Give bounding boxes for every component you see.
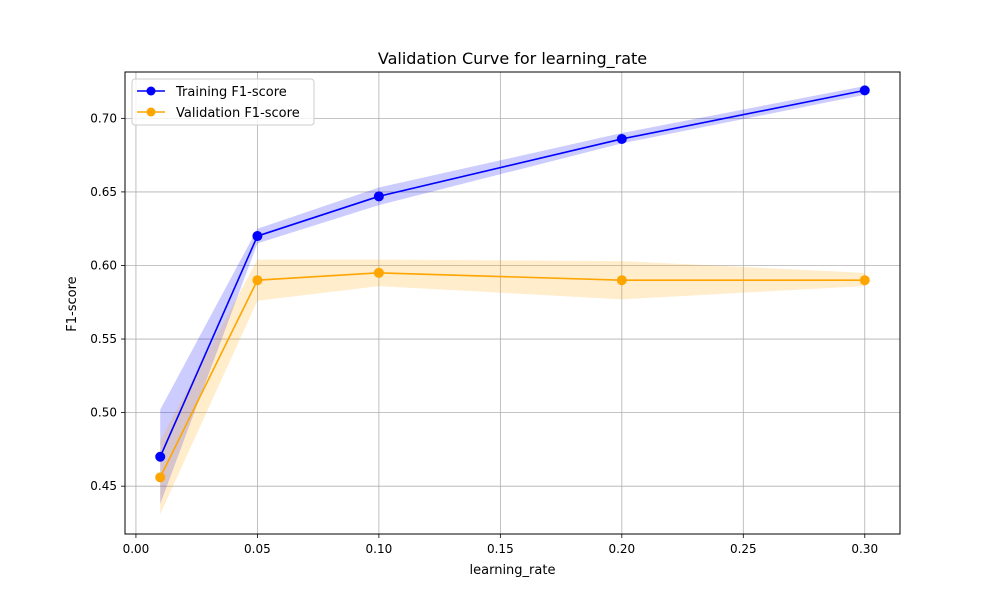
x-tick-label: 0.10	[366, 542, 393, 556]
validation-data-point	[155, 472, 166, 483]
legend-marker-swatch	[146, 86, 156, 96]
training-data-point	[155, 451, 166, 462]
legend: Training F1-score Validation F1-score	[131, 78, 315, 126]
validation-confidence-band	[160, 259, 865, 515]
y-tick-label: 0.70	[90, 111, 117, 125]
grid-layer	[125, 72, 900, 534]
plot-frame	[124, 71, 901, 535]
validation-data-point	[252, 275, 263, 286]
legend-box	[131, 78, 315, 126]
x-tick-label: 0.15	[487, 542, 514, 556]
validation-data-point	[373, 267, 384, 278]
legend-marker-swatch	[146, 107, 156, 117]
x-tick-label: 0.00	[123, 542, 150, 556]
series-markers	[155, 85, 870, 483]
training-data-point	[252, 231, 263, 242]
legend-label: Validation F1-score	[176, 106, 300, 121]
training-data-point	[373, 191, 384, 202]
y-tick-label: 0.45	[90, 479, 117, 493]
y-tick-label: 0.60	[90, 258, 117, 272]
chart-title: Validation Curve for learning_rate	[378, 49, 647, 69]
legend-label: Training F1-score	[175, 85, 287, 100]
x-tick-label: 0.20	[608, 542, 635, 556]
y-tick-label: 0.65	[90, 185, 117, 199]
validation-data-point	[859, 275, 870, 286]
legend-item-training: Training F1-score	[137, 85, 287, 100]
x-tick-label: 0.25	[730, 542, 757, 556]
y-tick-label: 0.55	[90, 332, 117, 346]
confidence-bands	[160, 85, 865, 515]
validation-data-point	[616, 275, 627, 286]
x-tick-label: 0.05	[244, 542, 271, 556]
legend-item-validation: Validation F1-score	[137, 106, 300, 121]
training-data-point	[616, 133, 627, 144]
y-axis-label: F1-score	[65, 276, 80, 331]
training-confidence-band	[160, 85, 865, 504]
axis-ticks: 0.00 0.05 0.10 0.15 0.20 0.25 0.30 0.45 0.50 0.55…	[90, 111, 878, 556]
x-tick-label: 0.30	[851, 542, 878, 556]
training-data-point	[859, 85, 870, 96]
x-axis-label: learning_rate	[470, 563, 556, 578]
validation-series-line	[159, 272, 865, 478]
y-tick-label: 0.50	[90, 406, 117, 420]
